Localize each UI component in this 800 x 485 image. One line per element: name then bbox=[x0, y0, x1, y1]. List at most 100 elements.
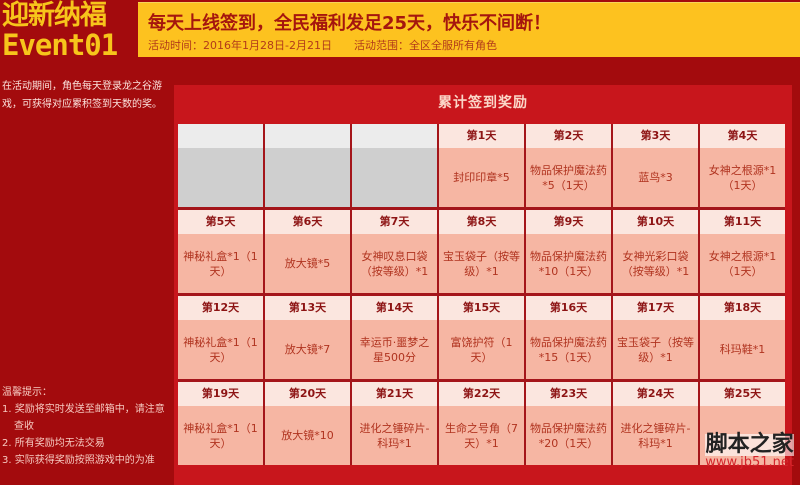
day-label: 第17天 bbox=[613, 296, 698, 320]
reward-cell: 第5天神秘礼盒*1（1天） bbox=[178, 210, 263, 293]
watermark-url: www.jb51.net bbox=[705, 455, 794, 470]
reward-text: 放大镜*10 bbox=[281, 429, 334, 442]
reward-text: 放大镜*7 bbox=[284, 343, 331, 356]
reward-cell: 第16天物品保护魔法药*15（1天） bbox=[526, 296, 611, 379]
reward-text: 进化之锤碎片-科玛*1 bbox=[620, 421, 691, 450]
reward-text: 宝玉袋子（按等级）*1 bbox=[617, 335, 694, 364]
day-label: 第19天 bbox=[178, 382, 263, 406]
day-label: 第4天 bbox=[700, 124, 785, 148]
tips: 温馨提示： 1. 奖励将实时发送至邮箱中，请注意查收 2. 所有奖励均无法交易 … bbox=[2, 384, 167, 469]
watermark-name: 脚本之家 bbox=[705, 432, 794, 457]
banner-title: 每天上线签到，全民福利发足25天，快乐不间断！ bbox=[148, 13, 552, 34]
reward-cell: 第11天女神之根源*1（1天） bbox=[700, 210, 785, 293]
empty-cell bbox=[352, 124, 437, 207]
tips-title: 温馨提示： bbox=[2, 387, 52, 398]
reward-cell: 第24天进化之锤碎片-科玛*1 bbox=[613, 382, 698, 465]
day-label bbox=[178, 124, 263, 148]
reward-text: 宝玉袋子（按等级）*1 bbox=[443, 249, 520, 278]
day-label: 第18天 bbox=[700, 296, 785, 320]
day-label: 第13天 bbox=[265, 296, 350, 320]
day-label bbox=[265, 124, 350, 148]
day-label: 第11天 bbox=[700, 210, 785, 234]
reward-cell: 第18天科玛鞋*1 bbox=[700, 296, 785, 379]
reward-cell: 第17天宝玉袋子（按等级）*1 bbox=[613, 296, 698, 379]
day-label: 第6天 bbox=[265, 210, 350, 234]
reward-text bbox=[178, 148, 263, 207]
day-label: 第5天 bbox=[178, 210, 263, 234]
reward-cell: 第20天放大镜*10 bbox=[265, 382, 350, 465]
reward-cell: 第3天蓝鸟*3 bbox=[613, 124, 698, 207]
reward-text: 神秘礼盒*1（1天） bbox=[183, 335, 258, 364]
event-logo: 迎新纳福 Event01 bbox=[0, 0, 165, 62]
intro-text: 在活动期间，角色每天登录龙之谷游戏，可获得对应累积签到天数的奖。 bbox=[2, 81, 162, 110]
day-label: 第9天 bbox=[526, 210, 611, 234]
reward-cell: 第12天神秘礼盒*1（1天） bbox=[178, 296, 263, 379]
day-label: 第23天 bbox=[526, 382, 611, 406]
reward-panel: 累计签到奖励 第1天 封印印章*5 第2天 物品保护魔法药*5（1天） 第3天 蓝鸟*3 第… bbox=[174, 85, 792, 485]
reward-text: 物品保护魔法药*5（1天） bbox=[530, 163, 607, 192]
day-label: 第2天 bbox=[526, 124, 611, 148]
day-label: 第22天 bbox=[439, 382, 524, 406]
reward-cell: 第6天放大镜*5 bbox=[265, 210, 350, 293]
day-label: 第16天 bbox=[526, 296, 611, 320]
reward-text: 神秘礼盒*1（1天） bbox=[183, 249, 258, 278]
day-label: 第7天 bbox=[352, 210, 437, 234]
day-label: 第3天 bbox=[613, 124, 698, 148]
reward-text: 物品保护魔法药*20（1天） bbox=[530, 421, 607, 450]
day-label: 第25天 bbox=[700, 382, 785, 406]
reward-cell: 第2天物品保护魔法药*5（1天） bbox=[526, 124, 611, 207]
reward-grid: 第1天 封印印章*5 第2天 物品保护魔法药*5（1天） 第3天 蓝鸟*3 第4天 女神之根源… bbox=[178, 124, 785, 465]
empty-cell bbox=[178, 124, 263, 207]
reward-cell: 第4天女神之根源*1（1天） bbox=[700, 124, 785, 207]
reward-cell: 第15天富饶护符（1天） bbox=[439, 296, 524, 379]
reward-text: 女神之根源*1（1天） bbox=[708, 163, 777, 192]
reward-text: 放大镜*5 bbox=[284, 257, 331, 270]
reward-text: 物品保护魔法药*10（1天） bbox=[530, 249, 607, 278]
reward-text: 生命之号角（7天）*1 bbox=[445, 421, 518, 450]
day-label: 第1天 bbox=[439, 124, 524, 148]
reward-text: 女神叹息口袋（按等级）*1 bbox=[360, 249, 429, 278]
day-label: 第21天 bbox=[352, 382, 437, 406]
reward-text bbox=[352, 148, 437, 207]
panel-title: 累计签到奖励 bbox=[438, 95, 528, 111]
reward-text: 女神之根源*1（1天） bbox=[708, 249, 777, 278]
reward-text: 富饶护符（1天） bbox=[450, 335, 513, 364]
reward-cell: 第21天进化之锤碎片-科玛*1 bbox=[352, 382, 437, 465]
tip-item: 3. 实际获得奖励按照游戏中的为准 bbox=[2, 455, 155, 466]
day-label: 第10天 bbox=[613, 210, 698, 234]
reward-text: 幸运币·噩梦之星500分 bbox=[359, 335, 430, 364]
reward-text: 封印印章*5 bbox=[453, 171, 510, 184]
logo-event: Event01 bbox=[2, 28, 118, 62]
tip-item: 1. 奖励将实时发送至邮箱中，请注意查收 bbox=[2, 404, 165, 432]
reward-cell: 第19天神秘礼盒*1（1天） bbox=[178, 382, 263, 465]
reward-text: 进化之锤碎片-科玛*1 bbox=[359, 421, 430, 450]
reward-text: 科玛鞋*1 bbox=[719, 343, 766, 356]
reward-text bbox=[265, 148, 350, 207]
event-banner: 每天上线签到，全民福利发足25天，快乐不间断！ 活动时间：2016年1月28日-… bbox=[138, 2, 800, 57]
reward-text: 物品保护魔法药*15（1天） bbox=[530, 335, 607, 364]
reward-cell: 第13天放大镜*7 bbox=[265, 296, 350, 379]
reward-cell: 第7天女神叹息口袋（按等级）*1 bbox=[352, 210, 437, 293]
day-label: 第24天 bbox=[613, 382, 698, 406]
watermark: 脚本之家 www.jb51.net bbox=[705, 434, 794, 469]
reward-cell: 第14天 幸运币·噩梦之星500分 bbox=[352, 296, 437, 379]
day-label: 第20天 bbox=[265, 382, 350, 406]
day-label: 第12天 bbox=[178, 296, 263, 320]
day-label: 第8天 bbox=[439, 210, 524, 234]
reward-cell: 第10天女神光彩口袋（按等级）*1 bbox=[613, 210, 698, 293]
reward-cell: 第9天物品保护魔法药*10（1天） bbox=[526, 210, 611, 293]
empty-cell bbox=[265, 124, 350, 207]
day-label bbox=[352, 124, 437, 148]
day-label: 第15天 bbox=[439, 296, 524, 320]
reward-cell: 第8天宝玉袋子（按等级）*1 bbox=[439, 210, 524, 293]
logo-title: 迎新纳福 bbox=[2, 0, 107, 31]
reward-text: 女神光彩口袋（按等级）*1 bbox=[621, 249, 690, 278]
event-scope: 活动范围：全区全服所有角色 bbox=[353, 39, 497, 52]
reward-cell: 第22天生命之号角（7天）*1 bbox=[439, 382, 524, 465]
reward-text: 神秘礼盒*1（1天） bbox=[183, 421, 258, 450]
reward-text: 蓝鸟*3 bbox=[638, 171, 673, 184]
reward-cell: 第1天封印印章*5 bbox=[439, 124, 524, 207]
reward-cell: 第23天物品保护魔法药*20（1天） bbox=[526, 382, 611, 465]
tip-item: 2. 所有奖励均无法交易 bbox=[2, 438, 105, 449]
event-time: 活动时间：2016年1月28日-2月21日 bbox=[148, 39, 332, 52]
